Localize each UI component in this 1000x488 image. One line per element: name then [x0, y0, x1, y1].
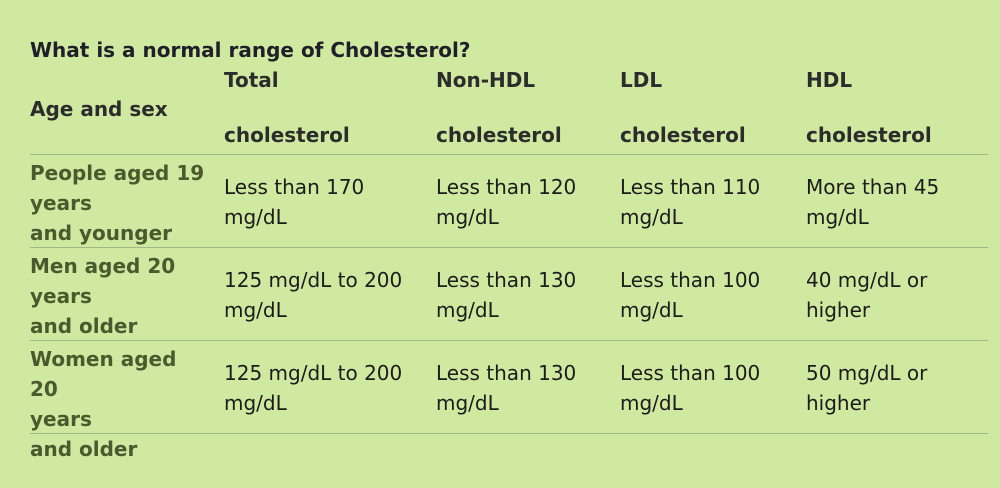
cell-line: 50 mg/dL or [806, 361, 928, 385]
cell-line: Less than 100 [620, 361, 761, 385]
cell-line: mg/dL [436, 298, 499, 322]
cell-line: mg/dL [224, 298, 287, 322]
row-label: Men aged 20 years and older [30, 251, 210, 341]
row-label-line: and younger [30, 221, 173, 245]
table-row-people-19-younger: People aged 19 years and younger Less th… [30, 155, 988, 248]
cell-total: 125 mg/dL to 200 mg/dL [224, 265, 414, 325]
row-label-line: People aged 19 [30, 161, 205, 185]
cell-non-hdl: Less than 130 mg/dL [436, 265, 606, 325]
cell-line: mg/dL [224, 205, 287, 229]
cell-hdl: More than 45 mg/dL [806, 172, 981, 232]
cell-total: 125 mg/dL to 200 mg/dL [224, 358, 414, 418]
cell-non-hdl: Less than 120 mg/dL [436, 172, 606, 232]
cell-ldl: Less than 100 mg/dL [620, 358, 790, 418]
cell-ldl: Less than 100 mg/dL [620, 265, 790, 325]
column-header-non-hdl: Non-HDL cholesterol [436, 66, 606, 149]
cell-line: Less than 100 [620, 268, 761, 292]
cell-line: Less than 170 [224, 175, 365, 199]
cell-line: 125 mg/dL to 200 [224, 361, 403, 385]
column-header-line1: Non-HDL [436, 68, 536, 92]
column-header-line1: LDL [620, 68, 663, 92]
row-label: People aged 19 years and younger [30, 158, 210, 248]
column-header-line2: cholesterol [436, 123, 562, 147]
table-row-women-20-older: Women aged 20 years and older 125 mg/dL … [30, 341, 988, 461]
cell-line: More than 45 [806, 175, 940, 199]
cholesterol-table: Age and sex Total cholesterol Non-HDL ch… [30, 64, 988, 461]
column-header-ldl: LDL cholesterol [620, 66, 790, 149]
row-label-line: years [30, 407, 92, 431]
column-header-line1: Total [224, 68, 279, 92]
cell-line: higher [806, 298, 871, 322]
column-header-line1: HDL [806, 68, 853, 92]
table-title: What is a normal range of Cholesterol? [30, 38, 471, 62]
row-label-line: years [30, 191, 92, 215]
row-label: Women aged 20 years and older [30, 344, 210, 464]
cell-total: Less than 170 mg/dL [224, 172, 414, 232]
cell-line: mg/dL [224, 391, 287, 415]
cell-line: mg/dL [620, 391, 683, 415]
cell-non-hdl: Less than 130 mg/dL [436, 358, 606, 418]
cell-line: mg/dL [620, 298, 683, 322]
cell-ldl: Less than 110 mg/dL [620, 172, 790, 232]
column-header-total: Total cholesterol [224, 66, 414, 149]
cell-line: mg/dL [806, 205, 869, 229]
cell-hdl: 50 mg/dL or higher [806, 358, 981, 418]
table-header-row: Age and sex Total cholesterol Non-HDL ch… [30, 64, 988, 155]
cell-line: Less than 130 [436, 268, 577, 292]
row-label-line: Women aged 20 [30, 347, 177, 401]
cell-line: mg/dL [436, 205, 499, 229]
row-label-line: and older [30, 314, 138, 338]
table-row-men-20-older: Men aged 20 years and older 125 mg/dL to… [30, 248, 988, 341]
cell-line: Less than 120 [436, 175, 577, 199]
cell-line: Less than 130 [436, 361, 577, 385]
cell-line: higher [806, 391, 871, 415]
cell-line: mg/dL [620, 205, 683, 229]
column-header-line2: cholesterol [620, 123, 746, 147]
cell-line: Less than 110 [620, 175, 761, 199]
column-header-line2: cholesterol [224, 123, 350, 147]
row-label-line: Men aged 20 [30, 254, 176, 278]
column-header-hdl: HDL cholesterol [806, 66, 981, 149]
row-label-line: years [30, 284, 92, 308]
cell-hdl: 40 mg/dL or higher [806, 265, 981, 325]
cell-line: mg/dL [436, 391, 499, 415]
row-header-label: Age and sex [30, 97, 168, 121]
cell-line: 40 mg/dL or [806, 268, 928, 292]
row-label-line: and older [30, 437, 138, 461]
column-header-line2: cholesterol [806, 123, 932, 147]
cell-line: 125 mg/dL to 200 [224, 268, 403, 292]
